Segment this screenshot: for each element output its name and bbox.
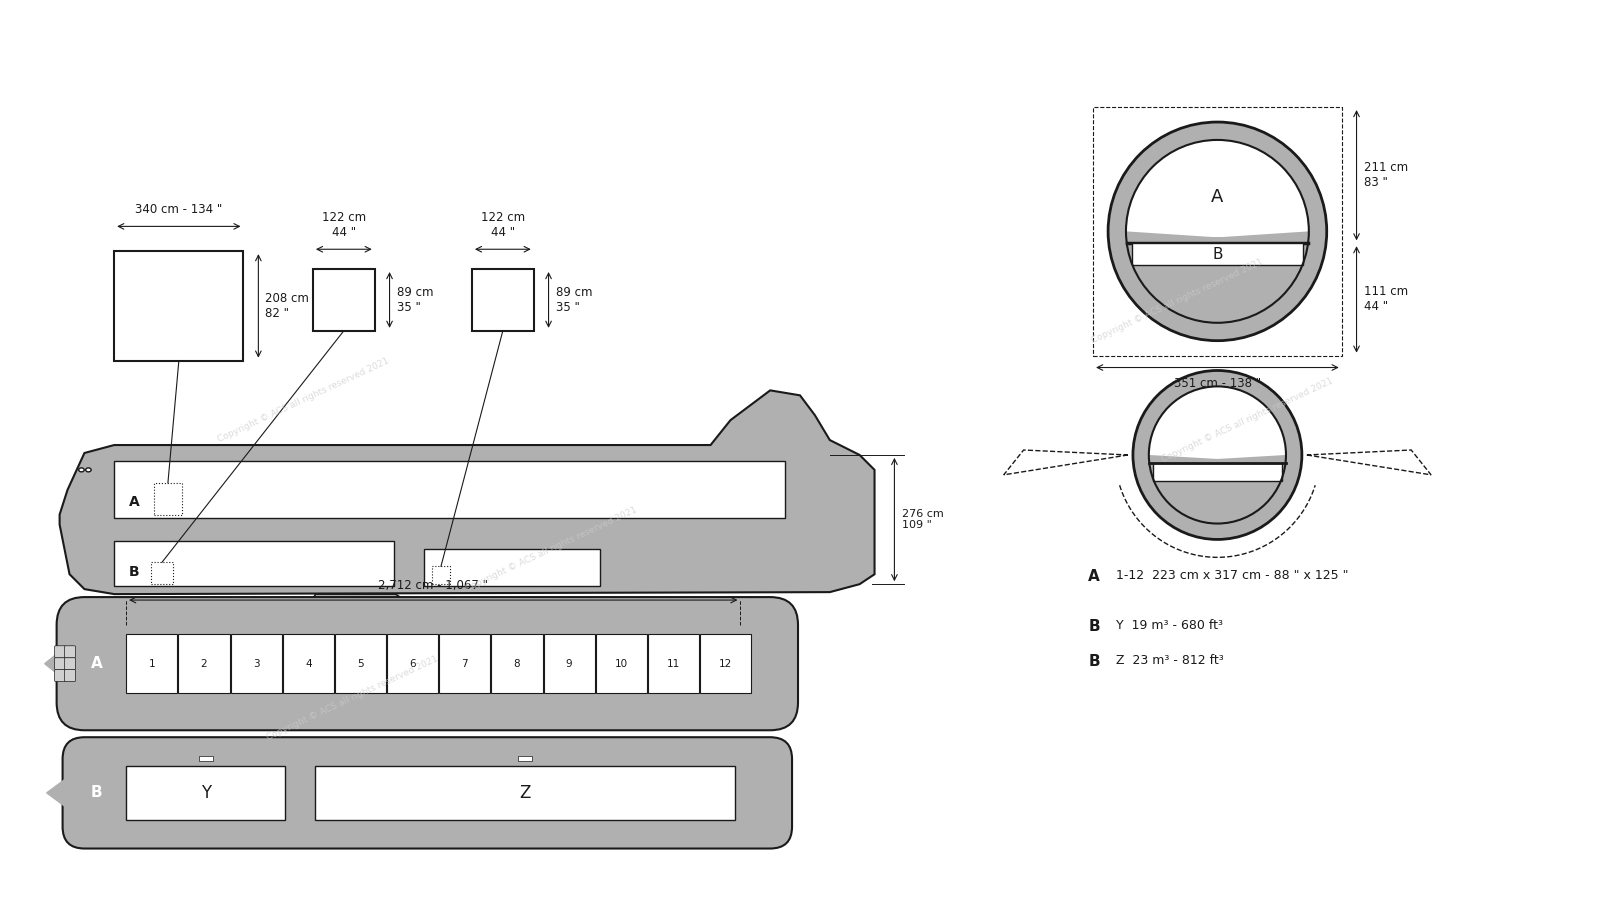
Text: B: B (130, 565, 139, 580)
Text: Y: Y (200, 784, 211, 802)
Bar (198, 756, 213, 761)
Text: 6: 6 (410, 659, 416, 669)
Text: Z  23 m³ - 812 ft³: Z 23 m³ - 812 ft³ (1117, 653, 1224, 667)
Ellipse shape (86, 468, 91, 472)
Text: 208 cm
82 ": 208 cm 82 " (266, 292, 309, 320)
Text: 4: 4 (306, 659, 312, 669)
FancyBboxPatch shape (64, 670, 75, 681)
Text: 11: 11 (667, 659, 680, 669)
Bar (114, 251, 243, 361)
Bar (544, 634, 595, 694)
Bar (230, 634, 282, 694)
Bar (283, 634, 334, 694)
Bar (314, 269, 374, 330)
Text: A: A (1211, 187, 1224, 205)
Text: 89 cm
35 ": 89 cm 35 " (397, 286, 434, 314)
Text: Z: Z (520, 784, 531, 802)
Circle shape (1133, 371, 1302, 539)
Text: 340 cm - 134 ": 340 cm - 134 " (136, 203, 222, 217)
Polygon shape (59, 391, 875, 594)
Polygon shape (1126, 231, 1309, 323)
FancyBboxPatch shape (56, 597, 798, 730)
Text: Copyright © ACS all rights reserved 2021: Copyright © ACS all rights reserved 2021 (1091, 257, 1266, 345)
Text: B: B (1088, 653, 1099, 669)
Circle shape (1149, 386, 1286, 524)
Text: 211 cm
83 ": 211 cm 83 " (1363, 161, 1408, 189)
FancyBboxPatch shape (54, 646, 66, 658)
Bar (472, 269, 534, 330)
Text: 9: 9 (566, 659, 573, 669)
Polygon shape (283, 594, 475, 649)
Text: Copyright © ACS all rights reserved 2021: Copyright © ACS all rights reserved 2021 (216, 356, 390, 444)
Bar (150, 562, 173, 584)
Bar (1093, 107, 1342, 356)
Text: B: B (91, 786, 102, 800)
Text: 8: 8 (514, 659, 520, 669)
Text: 10: 10 (614, 659, 627, 669)
Bar (432, 566, 450, 584)
Bar (178, 634, 229, 694)
FancyBboxPatch shape (64, 658, 75, 670)
Bar (315, 766, 736, 820)
Circle shape (1126, 140, 1309, 323)
Bar (701, 634, 752, 694)
Text: Copyright © ACS all rights reserved 2021: Copyright © ACS all rights reserved 2021 (464, 506, 638, 593)
Polygon shape (1149, 455, 1286, 524)
Text: Copyright © ACS all rights reserved 2021: Copyright © ACS all rights reserved 2021 (1160, 376, 1334, 464)
FancyBboxPatch shape (54, 670, 66, 681)
Text: 5: 5 (357, 659, 363, 669)
Polygon shape (46, 765, 85, 821)
Text: 12: 12 (718, 659, 733, 669)
Text: 276 cm
109 ": 276 cm 109 " (902, 508, 944, 530)
Text: 1: 1 (149, 659, 155, 669)
Circle shape (1109, 122, 1326, 341)
Text: A: A (130, 495, 139, 508)
Text: 122 cm
44 ": 122 cm 44 " (322, 212, 366, 239)
FancyBboxPatch shape (64, 646, 75, 658)
Polygon shape (1126, 140, 1309, 243)
Text: 3: 3 (253, 659, 259, 669)
Ellipse shape (78, 468, 85, 472)
Bar (154, 482, 182, 515)
Bar (648, 634, 699, 694)
Text: 122 cm
44 ": 122 cm 44 " (480, 212, 525, 239)
Text: 2,712 cm - 1,067 ": 2,712 cm - 1,067 " (378, 579, 488, 592)
FancyBboxPatch shape (54, 658, 66, 670)
Text: 111 cm
44 ": 111 cm 44 " (1363, 285, 1408, 313)
Text: Copyright © ACS all rights reserved 2021: Copyright © ACS all rights reserved 2021 (266, 654, 440, 742)
Text: B: B (1213, 247, 1222, 262)
Bar (114, 461, 786, 518)
Text: 1-12  223 cm x 317 cm - 88 " x 125 ": 1-12 223 cm x 317 cm - 88 " x 125 " (1117, 570, 1349, 582)
Bar (424, 549, 600, 586)
Text: A: A (91, 656, 102, 671)
Bar (387, 634, 438, 694)
Bar (126, 766, 285, 820)
Polygon shape (835, 564, 875, 584)
Bar (518, 756, 533, 761)
Text: A: A (1088, 570, 1099, 584)
Bar (1154, 463, 1282, 481)
Text: 89 cm
35 ": 89 cm 35 " (555, 286, 592, 314)
Bar (595, 634, 646, 694)
Bar (491, 634, 542, 694)
Text: 2: 2 (200, 659, 208, 669)
Bar (126, 634, 178, 694)
Polygon shape (45, 632, 85, 696)
Text: Y  19 m³ - 680 ft³: Y 19 m³ - 680 ft³ (1117, 619, 1222, 632)
Text: 351 cm - 138 ": 351 cm - 138 " (1174, 377, 1261, 391)
Text: 7: 7 (461, 659, 469, 669)
Bar (334, 634, 386, 694)
FancyBboxPatch shape (62, 737, 792, 849)
Bar (440, 634, 491, 694)
Bar (1131, 243, 1302, 266)
Text: B: B (1088, 619, 1099, 634)
Bar (114, 542, 394, 586)
